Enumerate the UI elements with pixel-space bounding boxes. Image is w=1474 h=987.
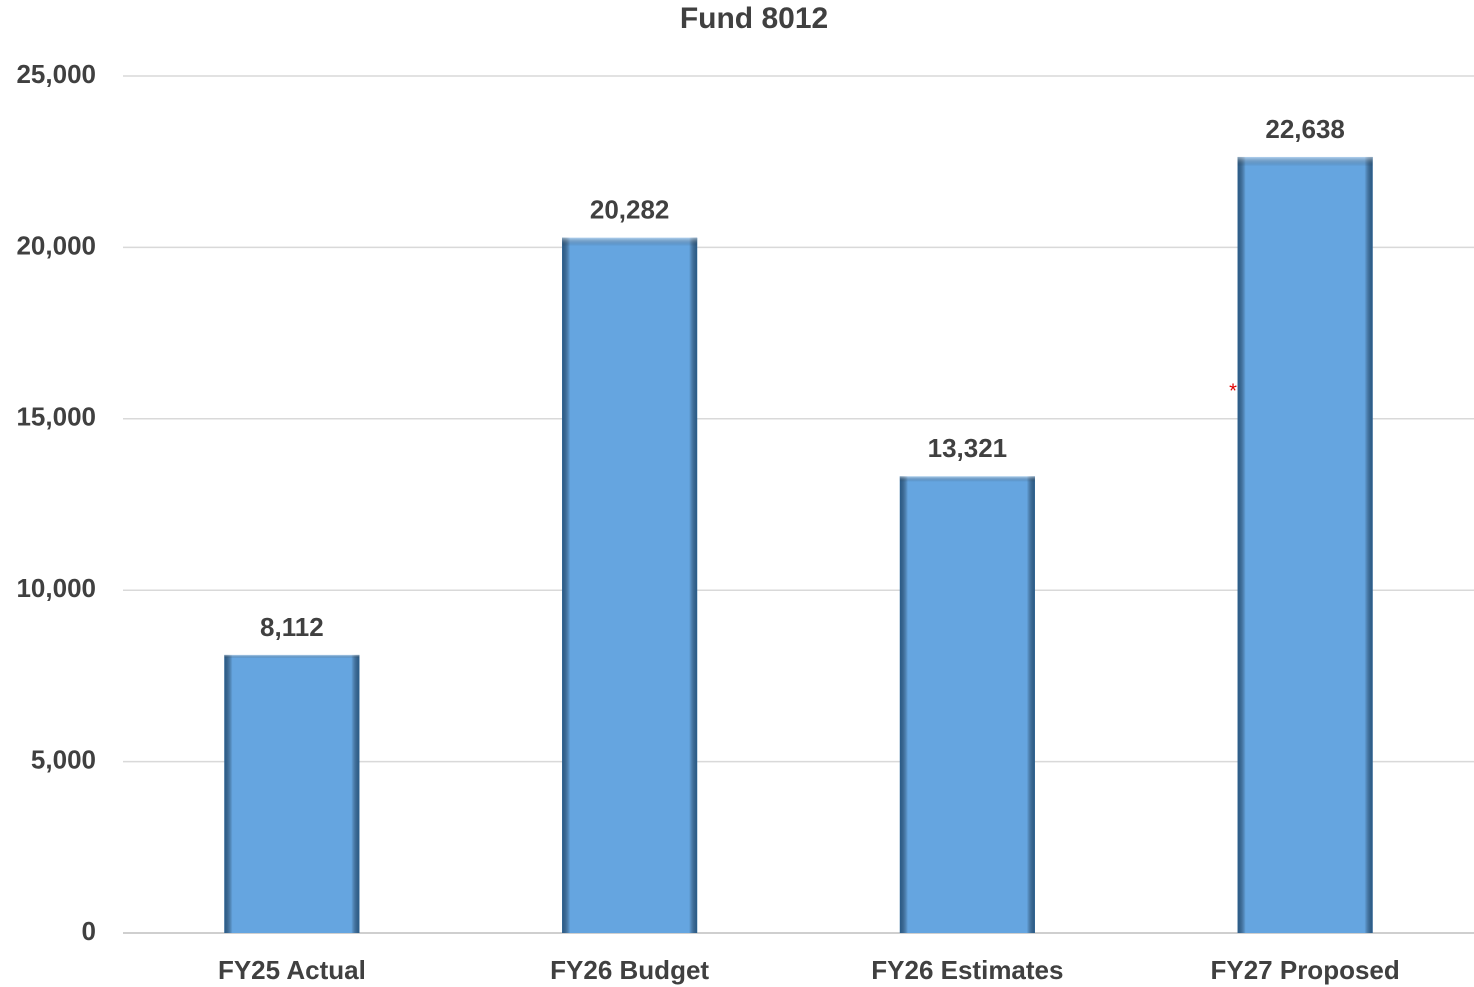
- y-tick-label: 5,000: [31, 744, 96, 774]
- bar: [899, 476, 1035, 933]
- y-tick-label: 10,000: [16, 573, 96, 603]
- y-tick-label: 20,000: [16, 230, 96, 260]
- bar: [562, 237, 698, 934]
- x-tick-label: FY25 Actual: [218, 955, 366, 985]
- y-tick-label: 25,000: [16, 59, 96, 89]
- x-tick-label: FY26 Estimates: [871, 955, 1063, 985]
- data-label: 13,321: [928, 433, 1008, 463]
- data-label: 8,112: [260, 612, 324, 642]
- annotation: *: [1229, 380, 1237, 402]
- x-tick-label: FY26 Budget: [550, 955, 709, 985]
- bar: [1237, 156, 1373, 933]
- data-label: 22,638: [1265, 114, 1345, 144]
- bar: [224, 654, 360, 933]
- data-label: 20,282: [590, 195, 670, 225]
- y-tick-label: 0: [82, 916, 96, 946]
- x-tick-label: FY27 Proposed: [1210, 955, 1399, 985]
- y-tick-label: 15,000: [16, 402, 96, 432]
- chart-title: Fund 8012: [680, 2, 828, 35]
